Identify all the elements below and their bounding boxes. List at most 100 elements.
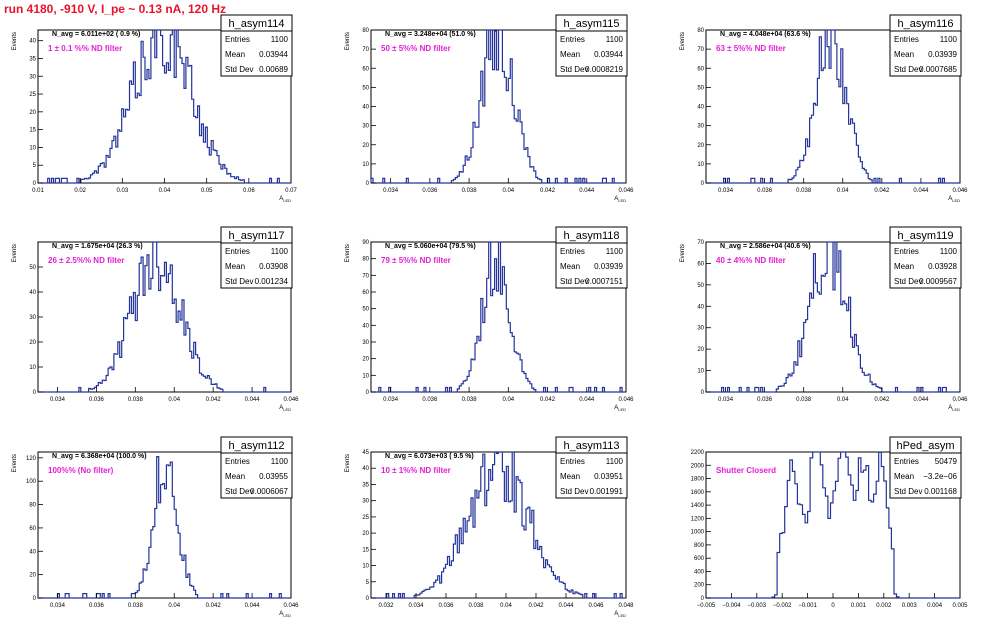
x-axis-title: ALED xyxy=(614,405,626,412)
y-axis-title: Events xyxy=(12,32,18,50)
y-tick-label: 20 xyxy=(362,143,369,149)
stats-value: 0.03939 xyxy=(594,262,623,271)
filter-note: 63 ± 5%% ND filter xyxy=(716,44,786,53)
y-tick-label: 30 xyxy=(29,315,36,321)
x-tick-label: 0.05 xyxy=(201,188,213,194)
x-tick-label: 0.034 xyxy=(50,603,66,609)
x-tick-label: 0.034 xyxy=(718,397,734,403)
y-axis-title: Events xyxy=(12,454,18,472)
y-tick-label: 50 xyxy=(697,283,704,289)
stats-value: 0.03944 xyxy=(594,50,623,59)
stats-label: Entries xyxy=(894,247,919,256)
y-axis-title: Events xyxy=(345,454,351,472)
y-axis-title: Events xyxy=(680,244,686,262)
y-tick-label: 80 xyxy=(29,503,36,509)
y-tick-label: 50 xyxy=(697,85,704,91)
y-tick-label: 80 xyxy=(362,257,369,263)
x-axis-title: ALED xyxy=(614,611,626,618)
x-tick-label: 0.04 xyxy=(159,188,171,194)
x-tick-label: −0.002 xyxy=(773,603,792,609)
x-tick-label: 0.04 xyxy=(168,603,180,609)
histogram-line xyxy=(38,456,291,599)
x-tick-label: 0.036 xyxy=(757,188,773,194)
histogram-line xyxy=(706,241,960,393)
y-tick-label: 600 xyxy=(694,556,705,562)
stats-label: Mean xyxy=(225,262,245,271)
x-tick-label: 0.044 xyxy=(579,397,595,403)
histogram-name: h_asym114 xyxy=(228,18,284,30)
stats-box xyxy=(555,436,628,499)
histogram-panel: 0.034 0.036 0.038 0.04 0.042 0.044 0.046 0 10 20 3… xyxy=(345,226,634,412)
filter-note: 1 ± 0.1 %% ND filter xyxy=(48,44,122,53)
y-tick-label: 45 xyxy=(362,450,369,456)
x-tick-label: 0.005 xyxy=(952,603,968,609)
y-tick-label: 30 xyxy=(29,74,36,80)
x-tick-label: 0.002 xyxy=(876,603,892,609)
stats-label: Entries xyxy=(894,457,919,466)
x-tick-label: 0.036 xyxy=(89,397,105,403)
filter-note: 40 ± 4%% ND filter xyxy=(716,256,786,265)
x-tick-label: 0.04 xyxy=(502,188,514,194)
stats-label: Mean xyxy=(225,50,245,59)
y-tick-label: 1000 xyxy=(691,530,705,536)
x-tick-label: 0.042 xyxy=(528,603,544,609)
stats-label: Std Dev xyxy=(225,65,253,74)
x-axis-title: ALED xyxy=(948,196,960,203)
y-tick-label: 20 xyxy=(697,143,704,149)
histogram-panel: −0.005 −0.004 −0.003 −0.002 −0.001 0 0.001 0.00… xyxy=(691,436,968,609)
filter-note: Shutter Closerd xyxy=(716,466,776,475)
y-tick-label: 30 xyxy=(697,326,704,332)
y-tick-label: 0 xyxy=(33,181,37,187)
y-tick-label: 0 xyxy=(33,596,37,602)
y-tick-label: 60 xyxy=(362,290,369,296)
histogram-line xyxy=(38,241,291,393)
histogram-panel: 0.034 0.036 0.038 0.04 0.042 0.044 0.046 0 10 20 3… xyxy=(345,14,634,203)
x-tick-label: 0.046 xyxy=(952,397,968,403)
y-tick-label: 70 xyxy=(362,273,369,279)
y-tick-label: 0 xyxy=(33,390,37,396)
x-tick-label: 0.01 xyxy=(32,188,44,194)
x-tick-label: 0.034 xyxy=(718,188,734,194)
histogram-panel: 0.034 0.036 0.038 0.04 0.042 0.044 0.046 0 10 20 3… xyxy=(680,226,968,412)
y-axis-title: Events xyxy=(345,32,351,50)
y-tick-label: 0 xyxy=(701,390,705,396)
x-tick-label: 0.036 xyxy=(422,188,438,194)
stats-label: Mean xyxy=(560,262,580,271)
stats-value: 1100 xyxy=(606,247,624,256)
stats-label: Std Dev xyxy=(894,487,922,496)
stats-value: 0.001168 xyxy=(924,487,957,496)
x-tick-label: 0.07 xyxy=(285,188,297,194)
stats-value: 1100 xyxy=(271,35,289,44)
n-avg-label: N_avg = 3.248e+04 (51.0 %) xyxy=(385,31,476,38)
x-tick-label: 0.036 xyxy=(757,397,773,403)
histogram-line xyxy=(38,29,291,184)
x-tick-label: 0.044 xyxy=(245,603,261,609)
histogram-line xyxy=(706,29,960,184)
stats-value: 50479 xyxy=(935,457,958,466)
canvas-title: run 4180, -910 V, I_pe ~ 0.13 nA, 120 Hz xyxy=(4,2,227,16)
stats-value: 0.03944 xyxy=(259,50,288,59)
y-tick-label: 1400 xyxy=(691,503,705,509)
x-tick-label: 0.044 xyxy=(913,397,929,403)
stats-box xyxy=(220,14,293,77)
y-tick-label: 15 xyxy=(29,128,36,134)
stats-label: Std Dev xyxy=(894,277,922,286)
x-tick-label: 0.034 xyxy=(408,603,424,609)
stats-value: 1100 xyxy=(271,457,289,466)
stats-label: Mean xyxy=(894,472,914,481)
stats-value: 0.0006067 xyxy=(250,487,288,496)
y-tick-label: 35 xyxy=(362,482,369,488)
y-tick-label: 80 xyxy=(697,28,704,34)
filter-note: 79 ± 5%% ND filter xyxy=(381,256,451,265)
x-tick-label: 0.034 xyxy=(50,397,66,403)
stats-label: Entries xyxy=(225,247,250,256)
stats-value: 0.0007151 xyxy=(585,277,623,286)
histogram-panel: 0.034 0.036 0.038 0.04 0.042 0.044 0.046 0 20 40 6… xyxy=(12,436,299,618)
x-tick-label: 0.044 xyxy=(558,603,574,609)
y-tick-label: 2200 xyxy=(691,450,705,456)
y-tick-label: 20 xyxy=(29,573,36,579)
x-axis-title: ALED xyxy=(279,611,291,618)
y-tick-label: 60 xyxy=(362,66,369,72)
x-tick-label: 0.046 xyxy=(588,603,604,609)
x-axis-title: ALED xyxy=(279,196,291,203)
